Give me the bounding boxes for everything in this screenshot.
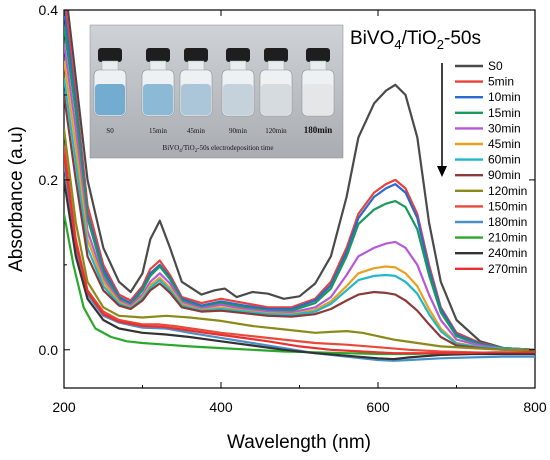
legend-label: 5min — [488, 75, 514, 89]
legend-label: 30min — [488, 121, 521, 135]
legend-label: 240min — [488, 246, 527, 260]
series-layer — [64, 10, 535, 362]
y-tick-label: 0.2 — [39, 172, 59, 188]
vial-liquid — [303, 84, 333, 115]
x-axis-label: Wavelength (nm) — [227, 432, 371, 453]
vial-label: 15min — [149, 127, 167, 135]
vial-neck — [309, 60, 327, 72]
vial-liquid — [95, 84, 125, 115]
series-line-S0 — [66, 10, 535, 351]
series-line-30min — [64, 43, 535, 351]
vial-label: 45min — [187, 127, 205, 135]
y-axis-label: Absorbance (a.u) — [6, 126, 27, 272]
vial-label: 120min — [265, 127, 287, 135]
vial-group — [93, 48, 335, 117]
legend-label: 210min — [488, 231, 527, 245]
tick-layer: 200 400 600 800 0.0 0.2 0.4 — [39, 2, 547, 415]
y-tick-label: 0.4 — [39, 2, 59, 18]
legend-label: 180min — [488, 215, 527, 229]
series-line-120min — [64, 128, 535, 352]
x-tick-label: 400 — [209, 399, 233, 415]
vial-labels: S0 15min 45min 90min 120min 180min — [106, 125, 332, 135]
vial-neck — [149, 60, 167, 72]
vial-cap — [226, 48, 250, 62]
legend-label: 10min — [488, 90, 521, 104]
x-tick-label: 600 — [366, 399, 390, 415]
legend-label: S0 — [488, 59, 503, 73]
vial-label: 90min — [229, 127, 247, 135]
legend-label: 150min — [488, 199, 527, 213]
vial-neck — [187, 60, 205, 72]
legend-label: 90min — [488, 168, 521, 182]
vial-cap — [146, 48, 170, 62]
vial-cap — [184, 48, 208, 62]
series-line-240min — [64, 179, 535, 361]
time-arrow — [437, 63, 447, 177]
legend-label: 45min — [488, 137, 521, 151]
vial-label: 180min — [304, 125, 333, 135]
series-line-180min — [64, 162, 535, 362]
vial-neck — [229, 60, 247, 72]
series-line-90min — [64, 94, 535, 351]
vial-cap — [306, 48, 330, 62]
vial-liquid — [261, 84, 291, 115]
legend-label: 270min — [488, 262, 527, 276]
vial-label: S0 — [106, 127, 114, 135]
chart-title: BiVO4/TiO2-50s — [350, 28, 481, 52]
x-tick-label: 800 — [523, 399, 547, 415]
legend-label: 60min — [488, 153, 521, 167]
x-tick-label: 200 — [52, 399, 76, 415]
vial-neck — [101, 60, 119, 72]
vial-neck — [267, 60, 285, 72]
legend-label: 120min — [488, 184, 527, 198]
y-tick-label: 0.0 — [39, 342, 59, 358]
inset-photo: S0 15min 45min 90min 120min 180min BiVO4/TiO2… — [89, 24, 344, 159]
legend-label: 15min — [488, 106, 521, 120]
inset-caption: BiVO4/TiO2-50s electrodeposition time — [163, 144, 274, 154]
vial-liquid — [181, 84, 211, 115]
vial-liquid — [143, 84, 173, 115]
vial-liquid — [223, 84, 253, 115]
vial-cap — [264, 48, 288, 62]
vial-cap — [98, 48, 122, 62]
series-line-150min — [64, 145, 535, 355]
series-line-270min — [64, 154, 535, 355]
